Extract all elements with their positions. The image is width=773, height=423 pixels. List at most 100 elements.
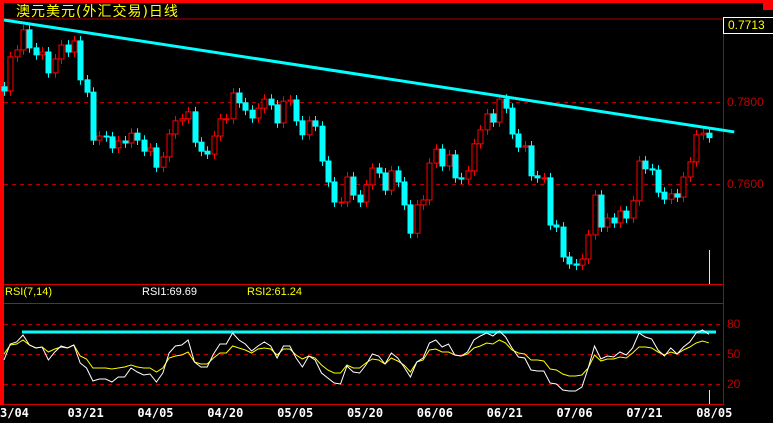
candle-body [649,168,656,171]
candle-body [128,132,135,144]
candle [39,47,46,60]
candle [268,94,275,110]
candle-body [312,120,319,127]
candle [401,177,408,210]
candle-body [7,56,14,92]
candle [185,106,192,124]
candle [515,129,522,153]
candle-body [426,162,433,201]
candle [58,40,65,64]
candle-body [458,177,465,180]
candle-body [172,120,179,135]
candle-body [122,140,129,144]
candle-body [388,170,395,191]
candle-body [58,44,65,60]
candle-body [446,154,453,167]
candle-body [661,191,668,200]
candle [566,252,573,269]
date-tick-label: 07/21 [626,406,663,420]
candle [192,106,199,148]
candle-body [617,210,624,224]
candle [312,115,319,132]
candle-body [636,160,643,202]
candle-body [33,47,40,56]
candle [573,259,580,271]
candle [649,163,656,175]
candle [522,140,529,153]
candle [319,121,326,166]
candle [14,45,21,62]
date-tick-label: 05/20 [346,406,384,420]
candle [77,35,84,85]
candle [407,199,414,239]
chart-title: 澳元美元(外汇交易)日线 [16,4,179,20]
candle [20,24,27,55]
candle [249,105,256,123]
candle-body [350,176,357,196]
candle [433,144,440,169]
date-tick-label: 06/06 [416,406,453,420]
candle-body [401,181,408,206]
candle-body [217,118,224,137]
rsi1-value: RSI1:69.69 [142,286,198,298]
candle-body [382,172,389,191]
candle [496,94,503,128]
candle [338,197,345,207]
candle [325,156,332,187]
candle [306,115,313,140]
candle [172,115,179,139]
candle-body [706,132,713,139]
candle-body [141,139,148,152]
candle [446,149,453,171]
candle [458,172,465,184]
candle [211,131,218,159]
candle-body [433,148,440,164]
candle-body [528,145,535,177]
candle-body [611,217,618,224]
candle-body [299,120,306,136]
candle [90,87,97,146]
candle-body [357,194,364,203]
candle-body [319,125,326,162]
candle-body [439,148,446,167]
date-tick-label: 06/21 [486,406,523,420]
candle [141,135,148,157]
candle [84,74,91,98]
candle-body [515,133,522,148]
candle-body [674,193,681,198]
candle [242,97,249,116]
candle [630,195,637,223]
candle-body [566,256,573,265]
rsi2-value: RSI2:61.24 [247,286,303,298]
candle-body [287,99,294,102]
candle-body [420,199,427,206]
candle [471,138,478,176]
candle-body [115,140,122,149]
candle-body [204,150,211,155]
candle [261,94,268,114]
candle [166,129,173,162]
trendline[interactable] [3,18,735,134]
candle-body [1,86,8,92]
candle-body [579,258,586,266]
last-price-label: 0.7713 [723,17,773,34]
candle-body [623,210,630,219]
candle [484,108,491,135]
candle [109,131,116,153]
candle [541,172,548,183]
candle-body [668,193,675,200]
corner-button[interactable] [763,0,773,10]
candle [287,95,294,107]
candle [236,88,243,108]
candle [560,222,567,262]
candle-body [585,234,592,260]
candle [103,131,110,142]
candle-body [280,100,287,124]
candle [363,179,370,207]
candle-body [522,145,529,148]
candle-body [496,98,503,123]
candle [642,156,649,174]
candle [687,156,694,182]
rsi-indicator-name[interactable]: RSI(7,14) [5,286,53,298]
